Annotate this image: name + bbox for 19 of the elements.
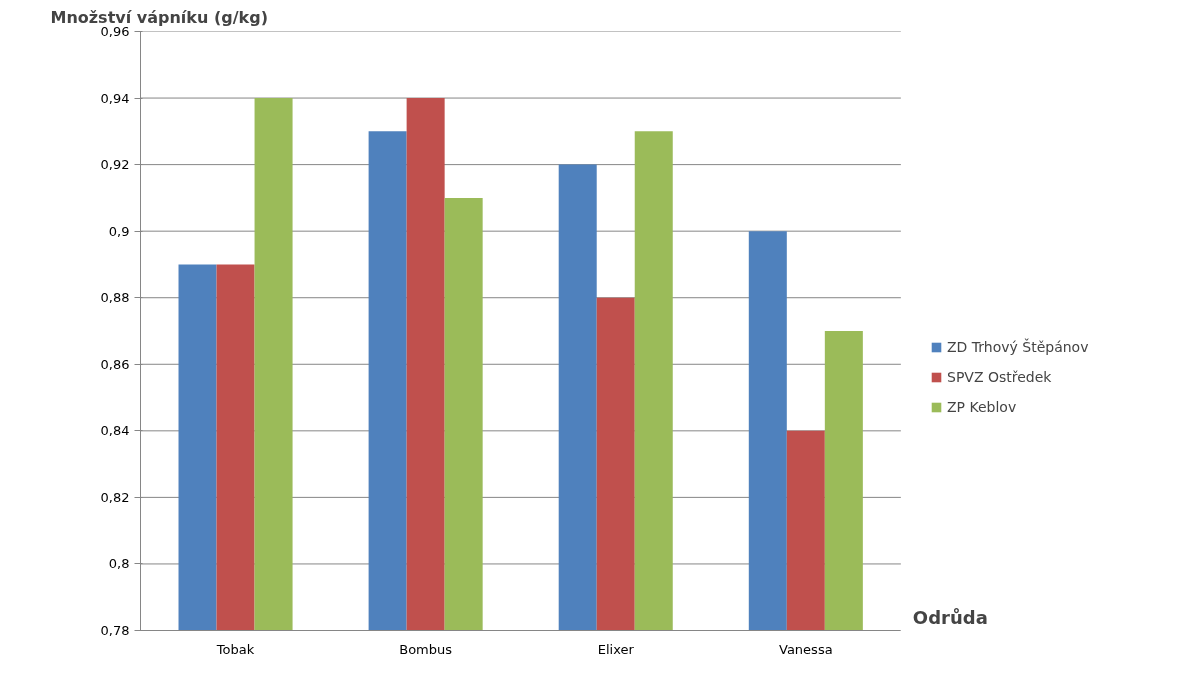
legend-label: SPVZ Ostředek [947,369,1052,385]
y-tick-label: 0,82 [100,489,130,505]
legend-label: ZP Keblov [947,399,1017,415]
x-tick-label: Tobak [215,641,255,657]
y-tick-label: 0,88 [100,290,130,306]
x-tick-label: Vanessa [779,641,833,657]
y-tick-label: 0,94 [100,90,130,106]
y-tick-label: 0,8 [108,556,130,572]
y-tick-label: 0,86 [100,356,130,372]
x-tick-label: Elixer [597,641,635,657]
y-tick-label: 0,96 [100,24,130,39]
legend-label: ZD Trhový Štěpánov [947,339,1089,355]
y-tick-label: 0,92 [100,157,130,173]
y-tick-label: 0,78 [100,623,130,638]
y-axis-title: Množství vápníku (g/kg) [50,7,268,27]
y-tick-label: 0,84 [100,423,130,439]
y-tick-label: 0,9 [108,223,130,239]
x-axis-title: Odrůda [912,606,988,628]
x-tick-label: Bombus [399,641,453,657]
